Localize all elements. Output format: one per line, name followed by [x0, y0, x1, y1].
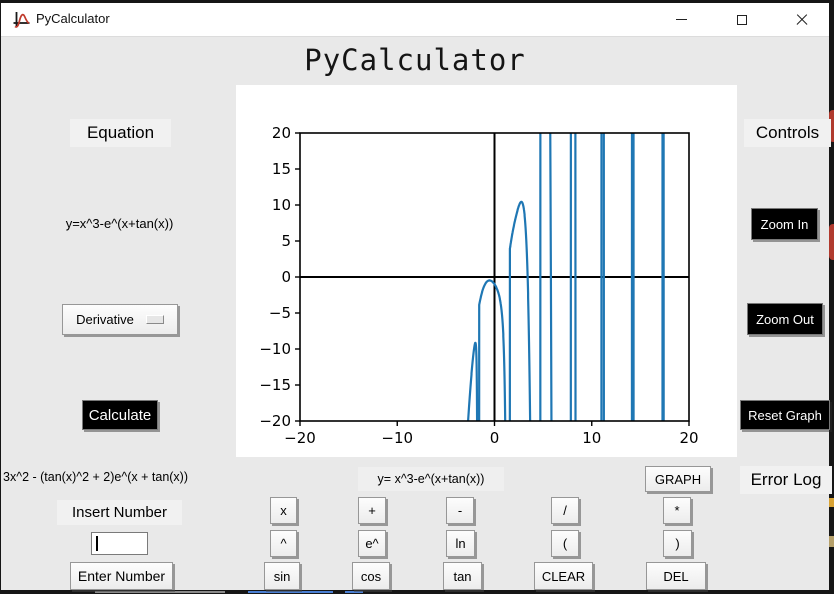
equation-text: y=x^3-e^(x+tan(x))	[65, 216, 174, 231]
svg-text:20: 20	[272, 124, 291, 142]
background-edge-artifact-yellow-1	[829, 498, 834, 507]
background-edge-artifact-yellow-2	[829, 536, 834, 547]
key-ln[interactable]: ln	[446, 530, 475, 557]
background-edge-artifact-blue-2	[345, 591, 363, 593]
text-caret	[96, 536, 98, 551]
key-plus[interactable]: +	[358, 497, 386, 524]
key-close-paren[interactable]: )	[663, 530, 692, 557]
zoom-out-button[interactable]: Zoom Out	[747, 303, 823, 335]
minimize-button[interactable]	[659, 3, 704, 36]
maximize-icon	[736, 14, 747, 25]
insert-number-label: Insert Number	[57, 500, 182, 525]
reset-graph-button[interactable]: Reset Graph	[740, 400, 830, 430]
equation-label: Equation	[70, 119, 171, 147]
key-tan[interactable]: tan	[443, 562, 482, 590]
minimize-icon	[676, 18, 687, 21]
enter-number-button[interactable]: Enter Number	[70, 562, 173, 590]
svg-text:−15: −15	[259, 376, 291, 394]
window-title: PyCalculator	[36, 11, 110, 26]
dropdown-indicator-icon	[145, 315, 164, 324]
key-x[interactable]: x	[270, 497, 297, 524]
svg-text:15: 15	[272, 160, 291, 178]
background-edge-artifact-red-1	[829, 110, 834, 142]
svg-text:0: 0	[281, 268, 291, 286]
key-multiply[interactable]: *	[663, 497, 691, 524]
derivative-result: 3x^2 - (tan(x)^2 + 2)e^(x + tan(x))	[3, 470, 189, 484]
controls-label: Controls	[744, 119, 831, 147]
key-epower[interactable]: e^	[358, 530, 386, 557]
svg-text:−5: −5	[269, 304, 291, 322]
svg-text:−20: −20	[259, 412, 291, 430]
derivative-dropdown[interactable]: Derivative	[62, 304, 178, 335]
svg-text:−10: −10	[259, 340, 291, 358]
title-bar: PyCalculator	[1, 3, 829, 37]
graph-figure: −20 −10 0 10 20 −20 −15 −10 −5 0 5 10 15 20	[236, 85, 737, 457]
svg-text:10: 10	[272, 196, 291, 214]
maximize-button[interactable]	[719, 3, 764, 36]
svg-text:−10: −10	[381, 429, 413, 447]
key-divide[interactable]: /	[551, 497, 579, 524]
background-edge-artifact-gray	[95, 591, 225, 593]
svg-text:10: 10	[582, 429, 601, 447]
graph-button[interactable]: GRAPH	[645, 466, 711, 492]
svg-text:20: 20	[679, 429, 698, 447]
background-edge-artifact-red-2	[829, 224, 834, 260]
calculate-button[interactable]: Calculate	[82, 400, 158, 430]
zoom-in-button[interactable]: Zoom In	[751, 208, 818, 240]
close-button[interactable]	[779, 3, 824, 36]
app-window: PyCalculator PyCalculator Equation y=x^3…	[1, 3, 832, 590]
svg-text:−20: −20	[284, 429, 316, 447]
svg-text:5: 5	[281, 232, 291, 250]
background-edge-artifact-blue-1	[248, 591, 333, 593]
key-minus[interactable]: -	[446, 497, 474, 524]
svg-text:0: 0	[490, 429, 500, 447]
page-title: PyCalculator	[304, 43, 526, 77]
key-del[interactable]: DEL	[646, 562, 706, 590]
error-log-label: Error Log	[740, 466, 832, 494]
key-sin[interactable]: sin	[264, 562, 300, 590]
derivative-dropdown-label: Derivative	[76, 312, 134, 327]
key-open-paren[interactable]: (	[551, 530, 579, 557]
app-icon	[12, 10, 31, 35]
key-caret[interactable]: ^	[270, 530, 297, 557]
graph-canvas: −20 −10 0 10 20 −20 −15 −10 −5 0 5 10 15 20	[259, 124, 698, 447]
number-entry[interactable]	[91, 532, 148, 555]
key-clear[interactable]: CLEAR	[534, 562, 593, 590]
key-cos[interactable]: cos	[352, 562, 390, 590]
close-icon	[795, 13, 809, 27]
equation-display: y= x^3-e^(x+tan(x))	[358, 467, 504, 491]
